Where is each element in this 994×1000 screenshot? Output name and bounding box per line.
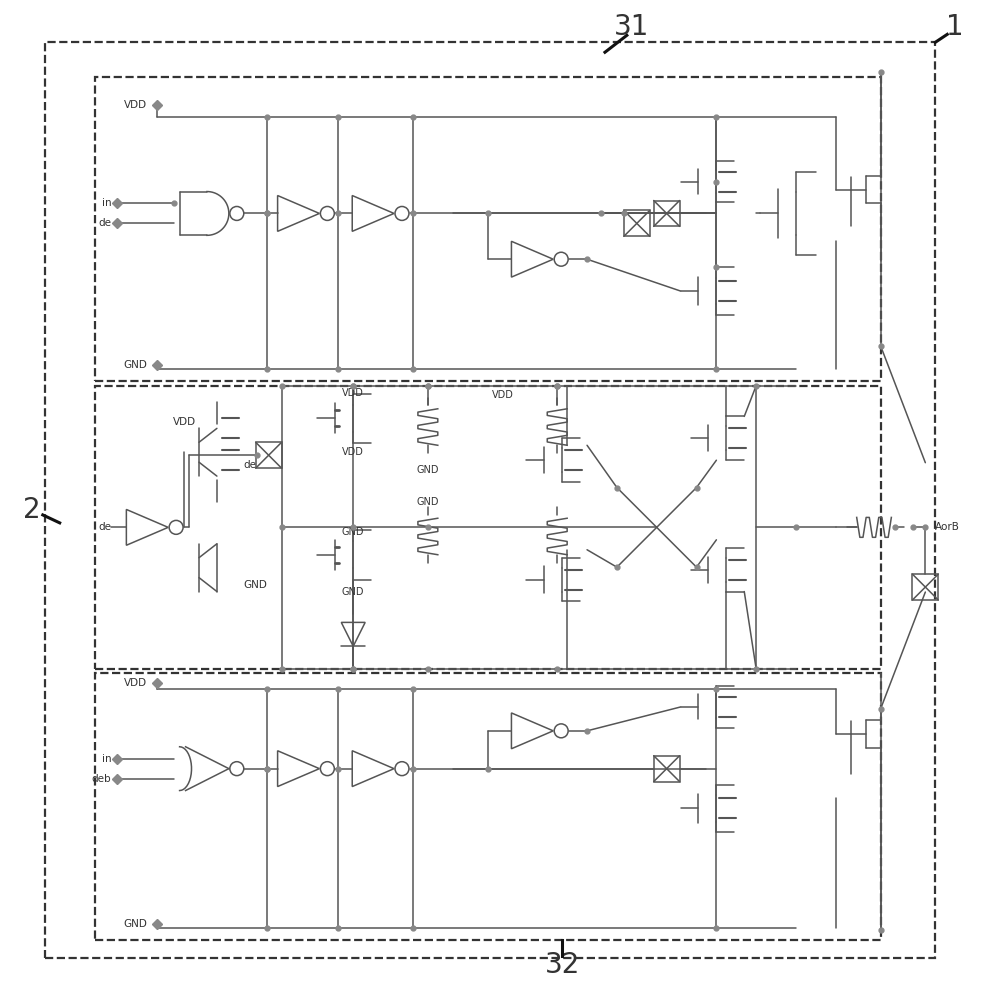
Text: VDD: VDD — [342, 447, 364, 457]
Text: GND: GND — [342, 527, 364, 537]
Text: GND: GND — [416, 497, 438, 507]
Text: 32: 32 — [544, 951, 580, 979]
Text: 2: 2 — [23, 496, 41, 524]
Bar — [911, 574, 937, 600]
Text: 31: 31 — [613, 13, 649, 41]
Text: in: in — [101, 754, 111, 764]
Text: VDD: VDD — [124, 100, 147, 110]
Text: de: de — [98, 522, 111, 532]
Bar — [653, 756, 679, 782]
Bar — [94, 77, 880, 381]
Text: GND: GND — [416, 465, 438, 475]
Text: VDD: VDD — [342, 388, 364, 398]
Text: GND: GND — [123, 919, 147, 929]
Text: AorB: AorB — [934, 522, 959, 532]
Text: VDD: VDD — [124, 678, 147, 688]
Text: deb: deb — [91, 774, 111, 784]
Bar — [94, 673, 880, 940]
Text: VDD: VDD — [172, 417, 196, 427]
Text: 1: 1 — [945, 13, 963, 41]
Text: VDD: VDD — [491, 390, 513, 400]
Bar — [653, 201, 679, 226]
Text: de: de — [244, 460, 256, 470]
Text: GND: GND — [123, 360, 147, 370]
Bar — [94, 386, 880, 669]
Text: de: de — [98, 218, 111, 228]
Bar — [255, 442, 281, 468]
Text: GND: GND — [244, 580, 267, 590]
Bar — [623, 210, 649, 236]
Text: in: in — [101, 198, 111, 208]
Bar — [45, 42, 934, 958]
Text: GND: GND — [342, 587, 364, 597]
